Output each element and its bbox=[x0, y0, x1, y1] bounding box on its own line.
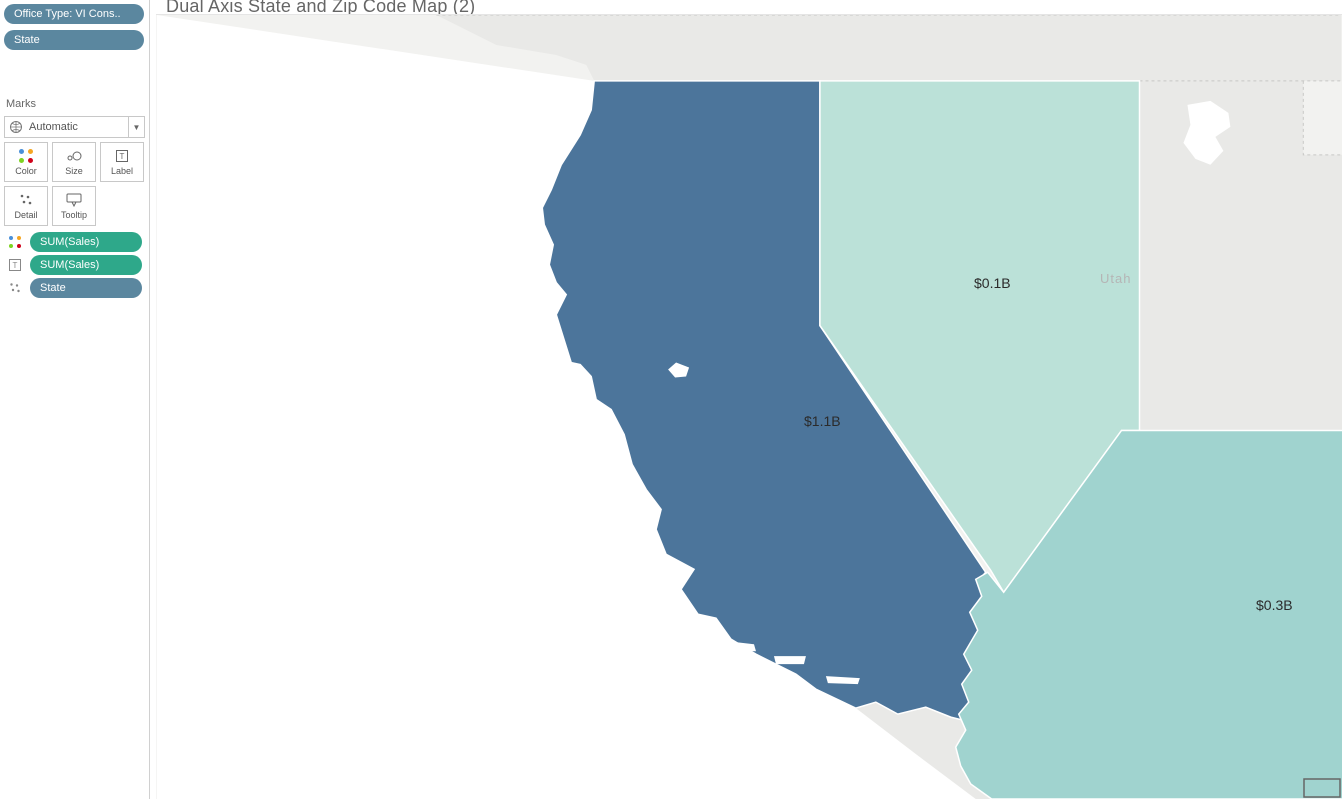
marks-label: Marks bbox=[4, 94, 145, 116]
encoding-pill[interactable]: SUM(Sales) bbox=[30, 232, 142, 252]
island bbox=[774, 656, 806, 664]
size-icon bbox=[65, 148, 83, 164]
bg-label-utah: Utah bbox=[1100, 271, 1131, 286]
shelf-pill-state[interactable]: State bbox=[4, 30, 144, 50]
label-t-icon: T bbox=[4, 255, 26, 275]
marks-type-dropdown[interactable]: Automatic ▼ bbox=[4, 116, 145, 138]
marks-type-label: Automatic bbox=[27, 121, 128, 133]
label-button[interactable]: T Label bbox=[100, 142, 144, 182]
detail-button-label: Detail bbox=[14, 210, 37, 220]
encoding-pill[interactable]: State bbox=[30, 278, 142, 298]
label-icon: T bbox=[115, 148, 129, 164]
svg-text:T: T bbox=[13, 261, 18, 270]
encoding-detail-state[interactable]: State bbox=[4, 278, 145, 298]
corner-rect-icon bbox=[1300, 773, 1342, 799]
viz-area: Dual Axis State and Zip Code Map (2) $1.… bbox=[156, 0, 1342, 799]
left-panel: Office Type: VI Cons.. State Marks Autom… bbox=[0, 0, 150, 799]
size-button-label: Size bbox=[65, 166, 83, 176]
detail-icon bbox=[19, 192, 33, 208]
marks-buttons-row1: Color Size T Label bbox=[4, 142, 145, 182]
state-value-arizona: $0.3B bbox=[1256, 597, 1293, 613]
tooltip-icon bbox=[66, 192, 82, 208]
marks-card: Marks Automatic ▼ Color bbox=[4, 94, 145, 298]
color-dots-icon bbox=[4, 232, 26, 252]
state-value-nevada: $0.1B bbox=[974, 275, 1011, 291]
detail-dots-icon bbox=[4, 278, 26, 298]
encoding-color-sum-sales[interactable]: SUM(Sales) bbox=[4, 232, 145, 252]
tooltip-button-label: Tooltip bbox=[61, 210, 87, 220]
color-button-label: Color bbox=[15, 166, 37, 176]
color-button[interactable]: Color bbox=[4, 142, 48, 182]
size-button[interactable]: Size bbox=[52, 142, 96, 182]
chevron-down-icon[interactable]: ▼ bbox=[128, 117, 144, 137]
detail-button[interactable]: Detail bbox=[4, 186, 48, 226]
shelf-pill-office-type[interactable]: Office Type: VI Cons.. bbox=[4, 4, 144, 24]
state-value-california: $1.1B bbox=[804, 413, 841, 429]
tooltip-button[interactable]: Tooltip bbox=[52, 186, 96, 226]
svg-text:T: T bbox=[120, 152, 125, 161]
encoding-pill[interactable]: SUM(Sales) bbox=[30, 255, 142, 275]
encoding-label-sum-sales[interactable]: T SUM(Sales) bbox=[4, 255, 145, 275]
map-canvas[interactable]: $1.1B $0.1B $0.3B Utah bbox=[156, 14, 1342, 799]
map-svg bbox=[156, 15, 1342, 799]
marks-encodings: SUM(Sales) T SUM(Sales) State bbox=[4, 232, 145, 298]
color-icon bbox=[19, 148, 33, 164]
marks-buttons-row2: Detail Tooltip bbox=[4, 186, 145, 226]
globe-icon bbox=[5, 120, 27, 134]
label-button-label: Label bbox=[111, 166, 133, 176]
